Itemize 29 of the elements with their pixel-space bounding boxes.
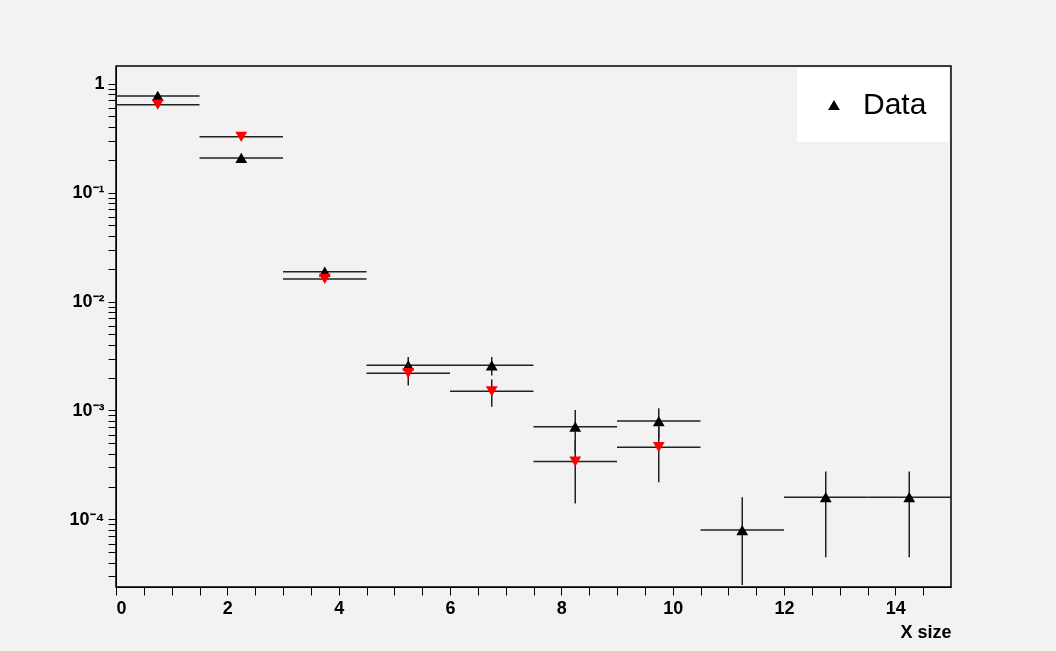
x-axis-title: X size: [900, 621, 952, 642]
point: [736, 524, 749, 536]
point: [235, 131, 248, 142]
x-tick-label: 12: [774, 597, 795, 618]
point: [402, 368, 415, 379]
point: [235, 152, 248, 164]
x-tick-label: 2: [222, 597, 233, 618]
y-tick-label: 10⁻¹: [72, 182, 105, 203]
point: [485, 360, 498, 371]
y-tick-label: 1: [94, 73, 105, 94]
point: [485, 386, 498, 397]
x-tick-label: 10: [663, 597, 684, 618]
point: [903, 492, 916, 503]
point: [569, 456, 582, 467]
y-tick-label: 10⁻⁴: [69, 508, 105, 529]
legend-label: Data: [863, 87, 927, 120]
x-tick-label: 14: [885, 597, 906, 618]
point: [569, 421, 582, 432]
y-tick-label: 10⁻³: [72, 399, 105, 420]
y-tick-label: 10⁻²: [72, 291, 105, 312]
x-tick-label: 6: [445, 597, 456, 618]
x-tick-label: 4: [334, 597, 345, 618]
point: [819, 492, 832, 503]
x-tick-label: 0: [116, 597, 127, 618]
point: [318, 273, 331, 285]
point: [652, 415, 665, 427]
x-tick-label: 8: [556, 597, 567, 618]
point: [151, 99, 164, 110]
point: [652, 442, 665, 453]
